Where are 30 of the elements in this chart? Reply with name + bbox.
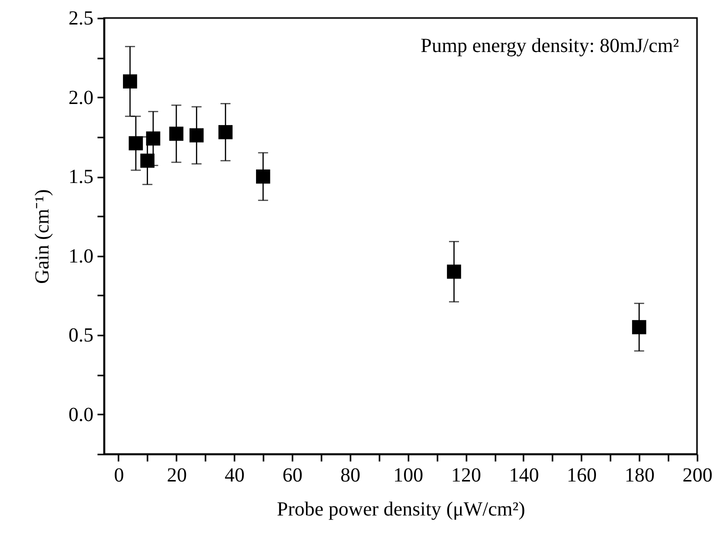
x-axis-title: Probe power density (μW/cm²) bbox=[276, 498, 526, 520]
x-tick-label: 180 bbox=[624, 464, 655, 486]
point bbox=[122, 74, 138, 88]
x-tick-label: 60 bbox=[282, 464, 303, 486]
point bbox=[218, 125, 233, 140]
point bbox=[189, 128, 204, 142]
x-tick-label: 20 bbox=[166, 464, 187, 486]
annotation: Pump energy density: 80mJ/cm² bbox=[420, 35, 679, 57]
point bbox=[128, 136, 143, 150]
x-tick-label: 40 bbox=[224, 464, 245, 486]
y-tick-label: 1.5 bbox=[68, 166, 94, 188]
y-tick-label: 0.5 bbox=[68, 324, 94, 347]
y-tick-label: 2.0 bbox=[68, 86, 94, 109]
x-tick-label: 0 bbox=[114, 464, 124, 486]
point bbox=[256, 169, 270, 184]
x-tick-label: 80 bbox=[340, 464, 360, 486]
point bbox=[146, 131, 160, 146]
x-tick-label: 100 bbox=[393, 464, 424, 486]
point bbox=[632, 320, 646, 334]
y-axis-title: Gain (cm⁻¹) bbox=[32, 189, 54, 284]
y-tick-label: 2.5 bbox=[68, 8, 94, 30]
point bbox=[140, 154, 154, 168]
point bbox=[446, 264, 462, 279]
y-tick-label: 1.0 bbox=[68, 245, 94, 268]
x-tick-label: 140 bbox=[508, 464, 539, 486]
x-tick-label: 120 bbox=[451, 464, 482, 486]
x-tick-label: 200 bbox=[682, 464, 712, 486]
point bbox=[169, 126, 184, 141]
y-tick-label: 0.0 bbox=[68, 404, 94, 426]
x-tick-label: 160 bbox=[566, 464, 597, 486]
